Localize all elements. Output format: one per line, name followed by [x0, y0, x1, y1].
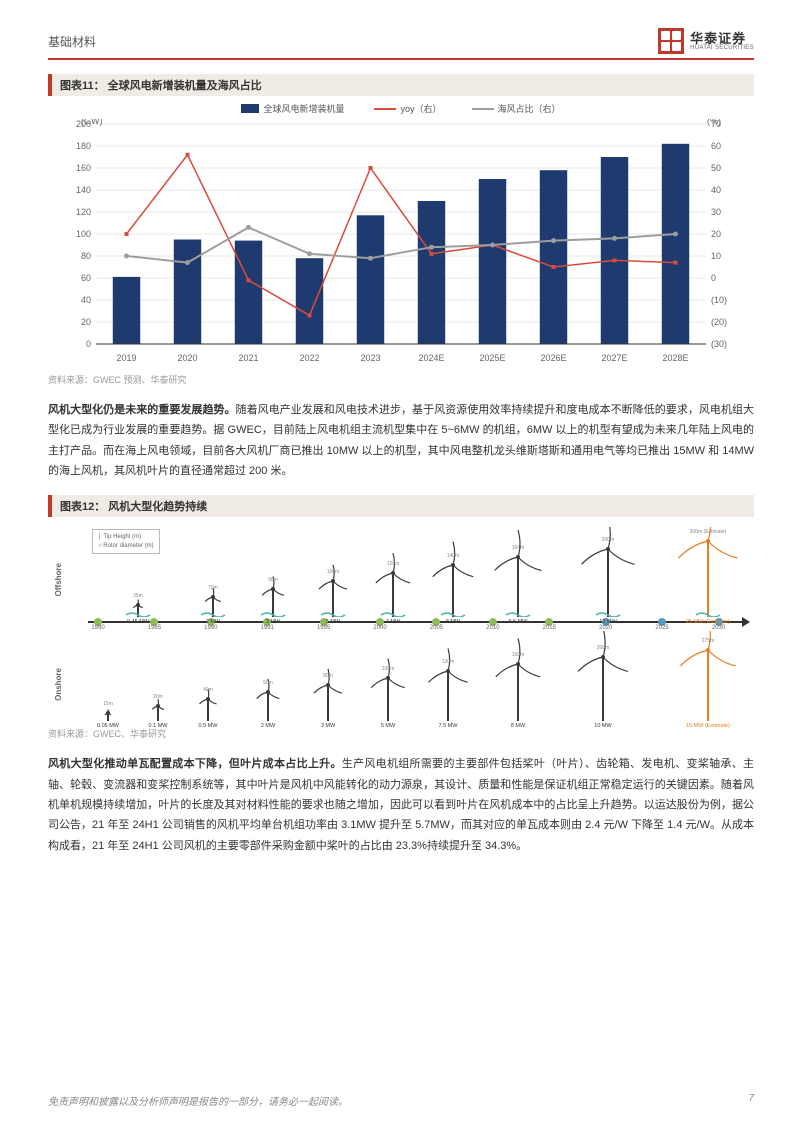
svg-text:100: 100 — [76, 229, 91, 239]
logo-en: HUATAI SECURITIES — [690, 45, 754, 51]
svg-text:(20): (20) — [711, 317, 727, 327]
timeline-arrow-icon — [742, 617, 750, 627]
paragraph-1: 风机大型化仍是未来的重要发展趋势。随着风电产业发展和风电技术进步，基于风资源使用… — [48, 400, 754, 481]
fig11-legend: 全球风电新增装机量 yoy（右） 海风占比（右） — [48, 102, 754, 115]
svg-text:50: 50 — [711, 163, 721, 173]
para1-lead: 风机大型化仍是未来的重要发展趋势。 — [48, 404, 236, 416]
svg-text:40: 40 — [81, 295, 91, 305]
svg-text:180: 180 — [76, 141, 91, 151]
svg-text:(%): (%) — [707, 119, 721, 126]
paragraph-2: 风机大型化推动单瓦配置成本下降，但叶片成本占比上升。生产风电机组所需要的主要部件… — [48, 754, 754, 856]
svg-text:20: 20 — [81, 317, 91, 327]
svg-text:0: 0 — [711, 273, 716, 283]
para2-lead: 风机大型化推动单瓦配置成本下降，但叶片成本占比上升。 — [48, 758, 342, 770]
logo-icon — [658, 28, 684, 54]
svg-text:(30): (30) — [711, 339, 727, 349]
svg-text:30: 30 — [711, 207, 721, 217]
svg-text:2022: 2022 — [299, 353, 319, 363]
para2-body: 生产风电机组所需要的主要部件包括桨叶（叶片）、齿轮箱、发电机、变桨轴承、主轴、轮… — [48, 758, 754, 851]
legend-offshore: 海风占比（右） — [498, 102, 561, 115]
svg-text:2019: 2019 — [116, 353, 136, 363]
fig11-title: 图表11： 全球风电新增装机量及海风占比 — [48, 74, 754, 96]
page-footer: 免责声明和披露以及分析师声明是报告的一部分，请务必一起阅读。 7 — [48, 1093, 754, 1108]
logo-cn: 华泰证券 — [690, 32, 754, 45]
svg-text:40: 40 — [711, 185, 721, 195]
page-header: 基础材料 华泰证券 HUATAI SECURITIES — [48, 28, 754, 60]
disclaimer: 免责声明和披露以及分析师声明是报告的一部分，请务必一起阅读。 — [48, 1093, 348, 1108]
svg-text:2023: 2023 — [360, 353, 380, 363]
svg-text:60: 60 — [711, 141, 721, 151]
section-label: 基础材料 — [48, 33, 96, 50]
svg-text:60: 60 — [81, 273, 91, 283]
fig11-chart: 020406080100120140160180200(30)(20)(10)0… — [48, 119, 754, 369]
svg-text:0: 0 — [86, 339, 91, 349]
fig12-chart: │ Tip Height (m) ○ Rotor diameter (m) Of… — [48, 523, 754, 723]
svg-text:20: 20 — [711, 229, 721, 239]
logo: 华泰证券 HUATAI SECURITIES — [658, 28, 754, 54]
row-offshore: Offshore — [54, 563, 63, 596]
svg-text:140: 140 — [76, 185, 91, 195]
fig11-source: 资料来源：GWEC 预测、华泰研究 — [48, 373, 754, 386]
svg-text:(10): (10) — [711, 295, 727, 305]
svg-text:2026E: 2026E — [540, 353, 566, 363]
fig12-title: 图表12： 风机大型化趋势持续 — [48, 495, 754, 517]
svg-text:2020: 2020 — [177, 353, 197, 363]
svg-text:2027E: 2027E — [601, 353, 627, 363]
legend-yoy: yoy（右） — [400, 102, 441, 115]
svg-text:10: 10 — [711, 251, 721, 261]
svg-text:2028E: 2028E — [662, 353, 688, 363]
svg-text:(GW): (GW) — [81, 119, 103, 126]
row-onshore: Onshore — [54, 668, 63, 701]
svg-text:2021: 2021 — [238, 353, 258, 363]
svg-text:120: 120 — [76, 207, 91, 217]
page-number: 7 — [748, 1093, 754, 1108]
svg-text:2025E: 2025E — [479, 353, 505, 363]
svg-text:2024E: 2024E — [418, 353, 444, 363]
svg-text:80: 80 — [81, 251, 91, 261]
legend-bar: 全球风电新增装机量 — [263, 102, 344, 115]
svg-text:160: 160 — [76, 163, 91, 173]
